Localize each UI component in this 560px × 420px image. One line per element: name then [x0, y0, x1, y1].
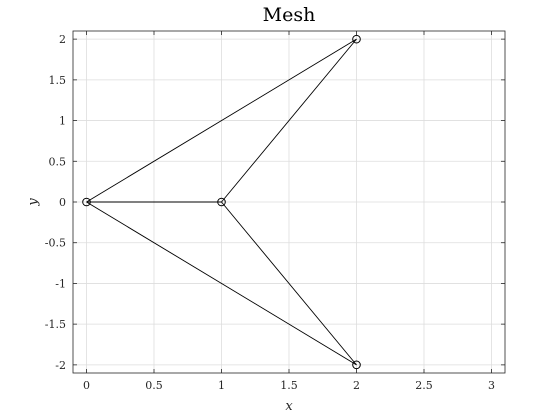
y-tick-label: -2 [55, 359, 66, 372]
mesh-node-marker [82, 197, 91, 207]
y-tick-label: -1.5 [45, 318, 66, 331]
axis-ticks: 0 0.5 1 1.5 2 2.5 3 -2 -1.5 -1 -0.5 0 0.5 1 1.5 2 [45, 31, 505, 392]
y-axis-label: y [26, 198, 41, 207]
x-tick-label: 2 [353, 379, 360, 392]
y-tick-label: 2 [59, 33, 66, 46]
y-tick-label: 0 [59, 196, 66, 209]
x-tick-label: 0.5 [145, 379, 163, 392]
y-tick-label: -0.5 [45, 237, 66, 250]
mesh-edge [221, 201, 357, 366]
chart-title: Mesh [263, 4, 316, 26]
x-tick-label: 3 [488, 379, 495, 392]
mesh-node-marker [352, 34, 361, 44]
y-tick-label: 1 [59, 115, 66, 128]
mesh-node-marker [352, 360, 361, 370]
x-tick-label: 2.5 [415, 379, 433, 392]
mesh-node-marker [217, 197, 226, 207]
y-tick-label: 1.5 [49, 74, 67, 87]
x-tick-label: 1.5 [280, 379, 298, 392]
x-tick-label: 1 [218, 379, 225, 392]
mesh-edge [221, 38, 357, 203]
mesh-edge [86, 201, 357, 366]
x-tick-label: 0 [83, 379, 90, 392]
y-tick-label: -1 [55, 277, 66, 290]
mesh-nodes [82, 34, 361, 370]
x-axis-label: x [285, 399, 293, 414]
mesh-edge [86, 38, 357, 203]
y-tick-label: 0.5 [49, 155, 67, 168]
mesh-edges [86, 38, 357, 366]
